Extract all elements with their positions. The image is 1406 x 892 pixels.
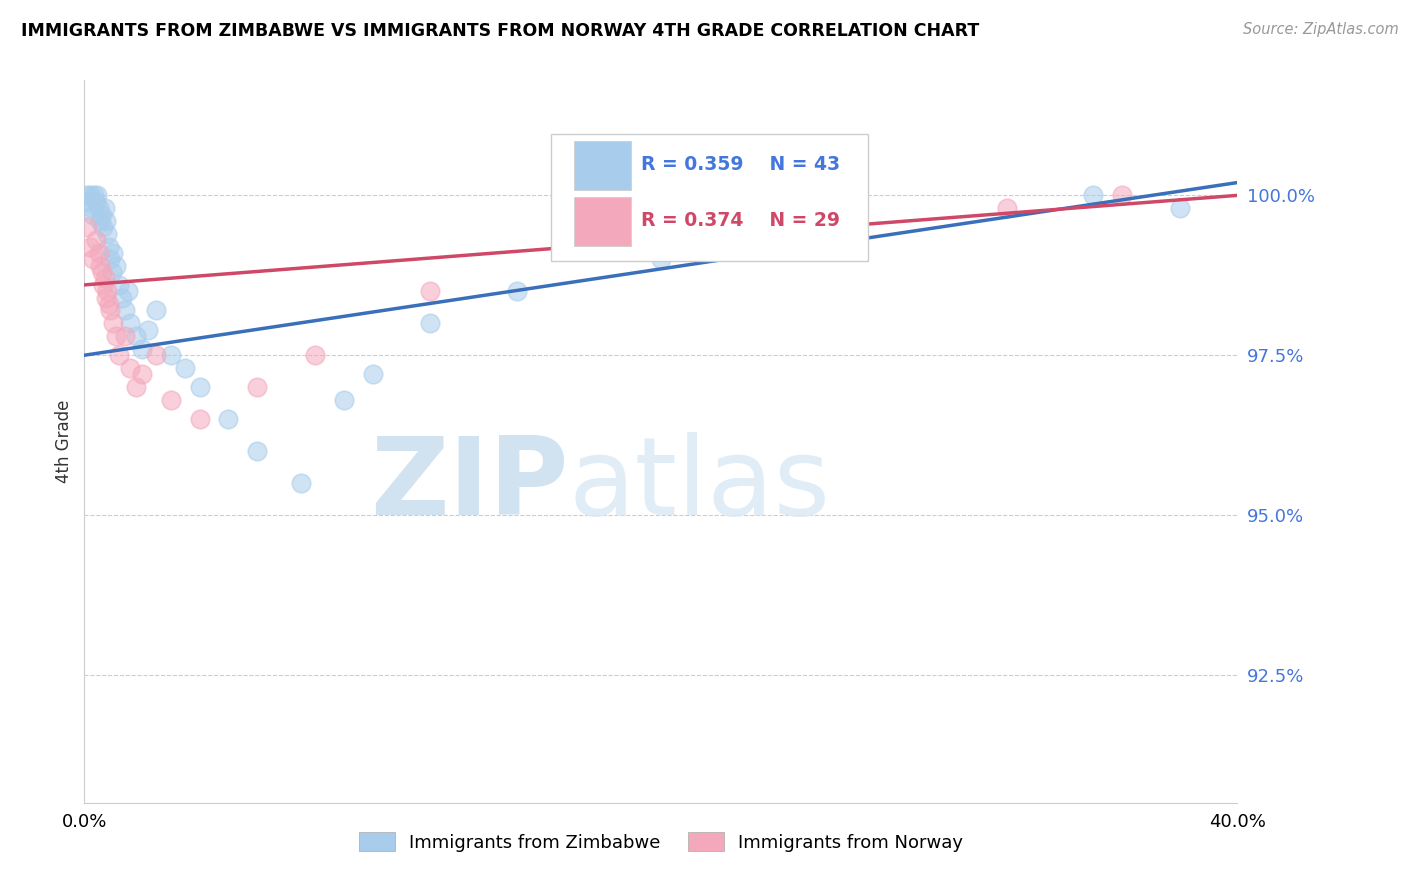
Y-axis label: 4th Grade: 4th Grade: [55, 400, 73, 483]
Point: [103, 316, 124, 330]
Point: [96, 227, 118, 241]
Point: [1111, 188, 1133, 202]
Point: [145, 303, 167, 318]
Point: [506, 285, 529, 299]
Point: [76, 188, 98, 202]
Point: [290, 476, 312, 491]
Point: [97, 239, 120, 253]
Point: [333, 392, 356, 407]
Legend: Immigrants from Zimbabwe, Immigrants from Norway: Immigrants from Zimbabwe, Immigrants fro…: [352, 825, 970, 859]
Point: [246, 444, 269, 458]
Point: [995, 201, 1018, 215]
Point: [794, 220, 817, 235]
Point: [650, 252, 672, 267]
Point: [131, 368, 153, 382]
Point: [76, 220, 98, 235]
Point: [98, 303, 121, 318]
Point: [77, 194, 100, 209]
Point: [97, 297, 120, 311]
Point: [108, 348, 131, 362]
Point: [83, 188, 105, 202]
Point: [79, 239, 101, 253]
Point: [87, 246, 110, 260]
FancyBboxPatch shape: [575, 196, 631, 246]
Text: Source: ZipAtlas.com: Source: ZipAtlas.com: [1243, 22, 1399, 37]
Text: ZIP: ZIP: [370, 432, 568, 538]
Text: R = 0.359    N = 43: R = 0.359 N = 43: [641, 155, 841, 174]
Point: [120, 361, 142, 376]
Point: [114, 303, 136, 318]
Point: [90, 208, 112, 222]
Point: [361, 368, 384, 382]
Point: [114, 329, 136, 343]
Point: [145, 348, 167, 362]
Point: [419, 285, 441, 299]
Point: [120, 316, 142, 330]
Point: [131, 342, 153, 356]
Point: [86, 188, 108, 202]
Point: [96, 285, 118, 299]
Point: [93, 201, 115, 215]
Point: [117, 285, 139, 299]
Point: [108, 277, 131, 292]
Point: [105, 329, 128, 343]
Point: [82, 208, 104, 222]
FancyBboxPatch shape: [575, 141, 631, 190]
Point: [419, 316, 441, 330]
Point: [94, 214, 117, 228]
Point: [103, 246, 124, 260]
Text: R = 0.374    N = 29: R = 0.374 N = 29: [641, 211, 841, 230]
FancyBboxPatch shape: [551, 135, 869, 260]
Point: [304, 348, 326, 362]
Point: [90, 265, 112, 279]
Point: [89, 214, 111, 228]
Point: [188, 412, 211, 426]
Point: [174, 361, 197, 376]
Point: [105, 259, 128, 273]
Point: [89, 259, 111, 273]
Point: [188, 380, 211, 394]
Point: [84, 233, 107, 247]
Point: [98, 252, 121, 267]
Point: [94, 291, 117, 305]
Point: [91, 277, 114, 292]
Point: [100, 265, 122, 279]
Point: [218, 412, 240, 426]
Point: [160, 392, 183, 407]
Point: [93, 271, 115, 285]
Point: [246, 380, 269, 394]
Point: [125, 329, 148, 343]
Point: [79, 188, 101, 202]
Point: [111, 291, 134, 305]
Point: [82, 252, 104, 267]
Point: [1168, 201, 1191, 215]
Point: [707, 239, 730, 253]
Point: [125, 380, 148, 394]
Point: [136, 323, 159, 337]
Point: [160, 348, 183, 362]
Point: [87, 201, 110, 215]
Point: [91, 220, 114, 235]
Text: IMMIGRANTS FROM ZIMBABWE VS IMMIGRANTS FROM NORWAY 4TH GRADE CORRELATION CHART: IMMIGRANTS FROM ZIMBABWE VS IMMIGRANTS F…: [21, 22, 980, 40]
Text: atlas: atlas: [568, 432, 831, 538]
Point: [80, 201, 103, 215]
Point: [84, 194, 107, 209]
Point: [1083, 188, 1105, 202]
